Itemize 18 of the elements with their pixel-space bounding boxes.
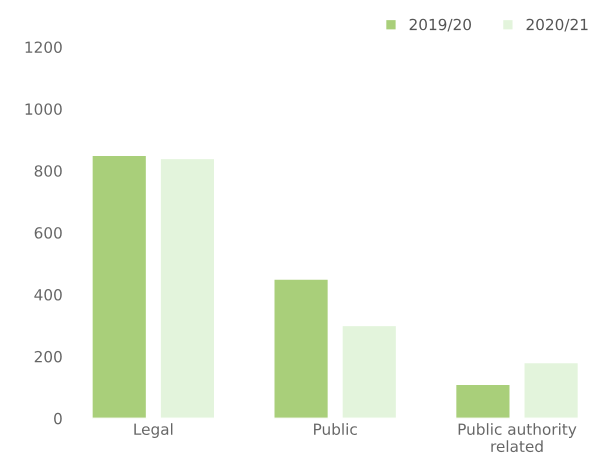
x-tick-label: Public authority related bbox=[458, 423, 576, 452]
bar bbox=[159, 158, 216, 418]
y-tick-label: 1000 bbox=[26, 103, 62, 115]
y-tick-label: 200 bbox=[34, 350, 62, 362]
y-tick-label: 800 bbox=[34, 165, 62, 177]
bar bbox=[523, 362, 580, 418]
legend-label: 2020/21 bbox=[526, 18, 588, 32]
y-tick-label: 600 bbox=[34, 227, 62, 239]
legend-label: 2019/20 bbox=[410, 18, 471, 32]
y-tick-label: 400 bbox=[34, 289, 62, 301]
x-tick-label: Public bbox=[314, 423, 357, 435]
y-tick-label: 0 bbox=[54, 412, 62, 424]
bar bbox=[91, 154, 148, 418]
x-tick-label: Legal bbox=[134, 423, 172, 438]
bar bbox=[341, 324, 398, 418]
y-tick-label: 1200 bbox=[26, 41, 62, 54]
bar bbox=[454, 384, 511, 418]
bar bbox=[273, 278, 330, 418]
